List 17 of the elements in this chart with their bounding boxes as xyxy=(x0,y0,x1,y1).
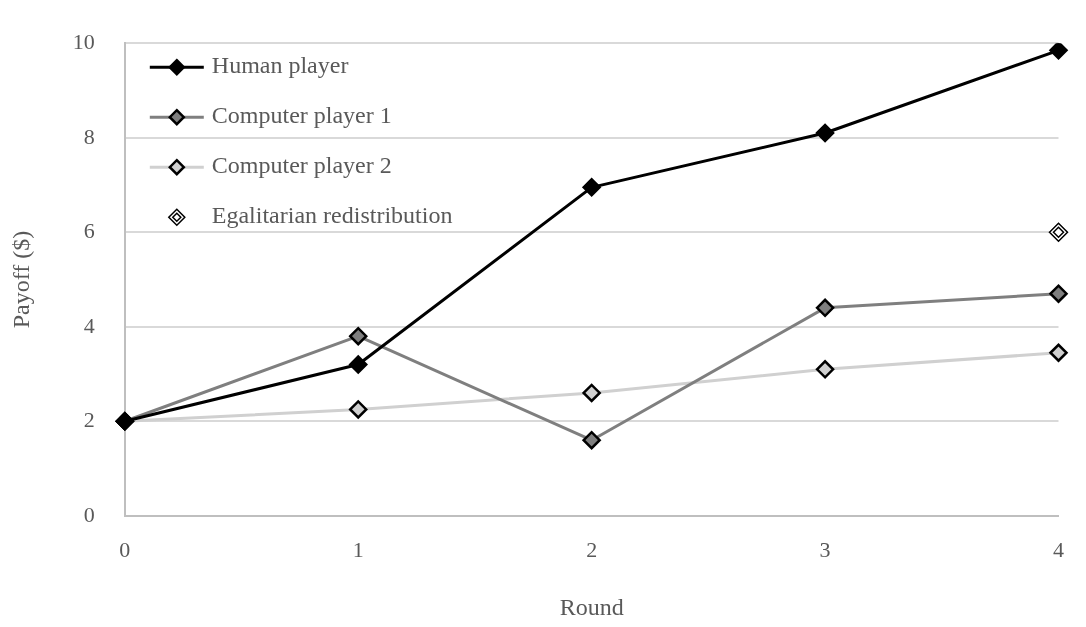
y-axis-title: Payoff ($) xyxy=(7,230,34,329)
y-tick-label: 8 xyxy=(83,123,95,149)
legend-label: Human player xyxy=(211,52,349,79)
x-tick-label: 4 xyxy=(1053,536,1064,562)
legend-label: Egalitarian redistribution xyxy=(211,202,453,229)
legend-label: Computer player 2 xyxy=(211,152,392,179)
x-tick-label: 1 xyxy=(352,536,364,562)
x-axis-title: Round xyxy=(559,593,624,620)
x-tick-label: 2 xyxy=(586,536,598,562)
y-tick-label: 0 xyxy=(83,501,95,527)
x-tick-label: 3 xyxy=(819,536,831,562)
y-tick-label: 4 xyxy=(83,312,95,338)
x-tick-label: 0 xyxy=(119,536,131,562)
y-tick-label: 2 xyxy=(83,407,95,433)
legend-label: Computer player 1 xyxy=(211,102,392,129)
y-tick-label: 6 xyxy=(83,218,95,244)
y-tick-label: 10 xyxy=(72,28,95,54)
